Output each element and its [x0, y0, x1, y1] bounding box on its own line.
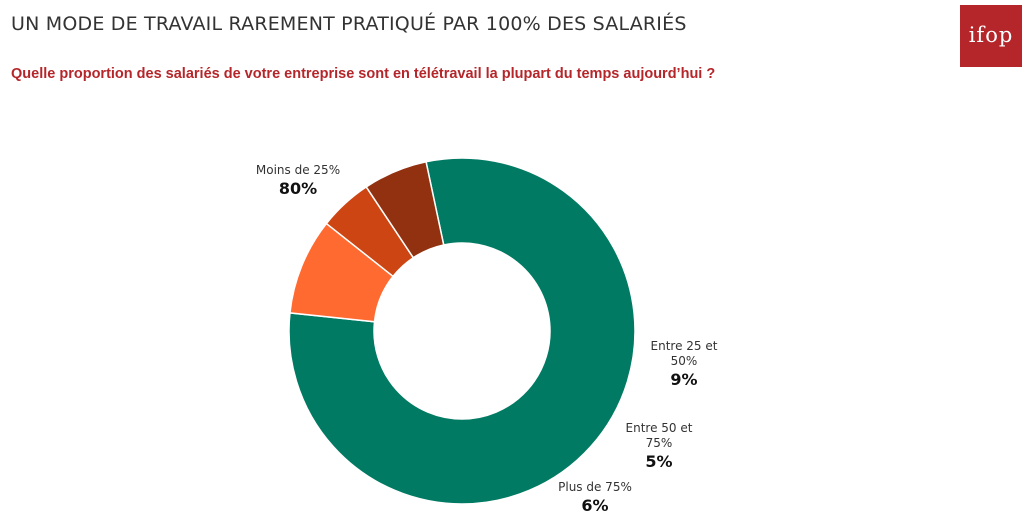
slice-label-2: Entre 25 et [651, 339, 718, 353]
donut-slices [288, 157, 636, 505]
survey-question: Quelle proportion des salariés de votre … [11, 66, 716, 82]
slice-label-3: 75% [646, 436, 673, 450]
donut-slice-4 [365, 160, 445, 259]
slice-value-label-2: 9% [670, 370, 697, 389]
slice-label-3: Entre 50 et [626, 421, 693, 435]
ifop-logo: ifop [960, 5, 1022, 67]
slice-label-4: Plus de 75% [558, 480, 632, 494]
page-title: UN MODE DE TRAVAIL RAREMENT PRATIQUÉ PAR… [11, 13, 687, 35]
logo-text: ifop [968, 23, 1014, 47]
slice-value-label-4: 6% [581, 496, 608, 515]
slice-label-1: Moins de 25% [256, 163, 340, 177]
slice-label-2: 50% [671, 354, 698, 368]
slice-value-label-3: 5% [645, 452, 672, 471]
slice-value-label-1: 80% [279, 179, 317, 198]
donut-slice-1 [288, 157, 636, 505]
